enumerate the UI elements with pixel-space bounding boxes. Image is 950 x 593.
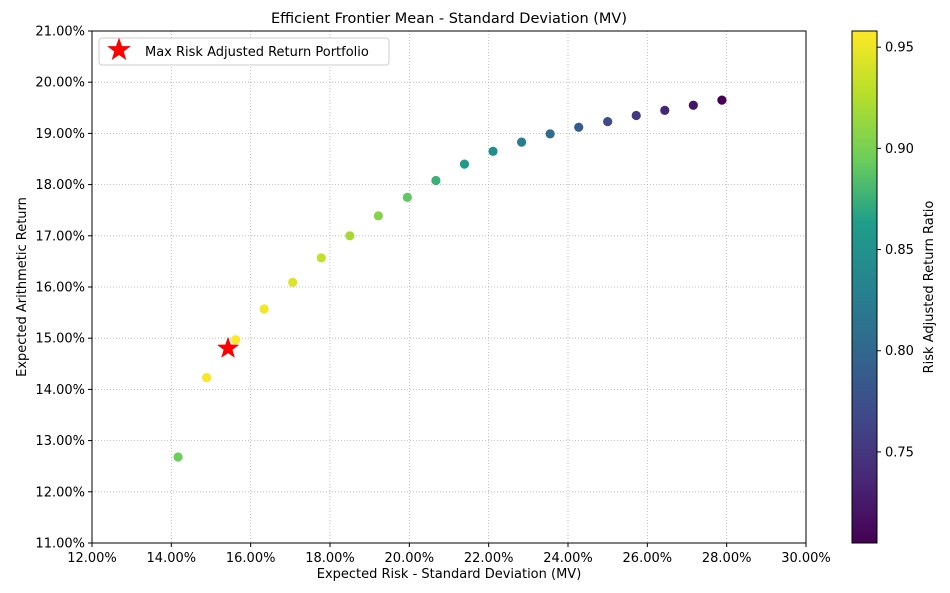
frontier-point: [545, 129, 555, 139]
frontier-point: [488, 146, 498, 156]
legend-star-marker: [107, 37, 131, 61]
frontier-point: [516, 137, 527, 147]
colorbar-tick-label: 0.85: [885, 243, 914, 258]
legend: Max Risk Adjusted Return Portfolio: [98, 37, 390, 66]
y-axis-ticks: 11.00% 12.00% 13.00% 14.00% 15.00% 16.00% 17.0…: [35, 25, 92, 552]
frontier-point: [259, 304, 269, 314]
x-tick-label: 16.00%: [226, 551, 276, 566]
frontier-point: [202, 373, 212, 383]
plot-frame: [91, 30, 807, 544]
frontier-point: [660, 105, 670, 115]
frontier-point: [345, 231, 355, 241]
frontier-point: [316, 253, 326, 263]
frontier-point: [402, 192, 412, 202]
frontier-point: [688, 100, 698, 110]
y-tick-label: 13.00%: [35, 434, 85, 449]
x-axis-ticks: 12.00% 14.00% 16.00% 18.00% 20.00% 22.00% 24.0…: [67, 543, 831, 566]
y-tick-label: 12.00%: [35, 485, 85, 500]
frontier-point: [173, 452, 183, 462]
frontier-point: [431, 175, 441, 186]
legend-box: [98, 37, 390, 66]
colorbar-tick-label: 0.95: [885, 41, 914, 56]
colorbar-label: Risk Adjusted Return Ratio: [922, 201, 937, 374]
colorbar: 0.75 0.80 0.85 0.90 0.95 Risk Adjusted Retur…: [851, 30, 937, 544]
frontier-points: [173, 95, 727, 462]
frontier-point: [459, 159, 470, 169]
x-tick-label: 22.00%: [464, 551, 514, 566]
x-tick-label: 30.00%: [781, 551, 831, 566]
x-tick-label: 20.00%: [385, 551, 435, 566]
colorbar-tick-label: 0.80: [885, 344, 914, 359]
y-tick-label: 18.00%: [35, 178, 85, 193]
legend-label: Max Risk Adjusted Return Portfolio: [145, 45, 369, 60]
x-axis-label: Expected Risk - Standard Deviation (MV): [317, 567, 582, 582]
chart-title: Efficient Frontier Mean - Standard Devia…: [271, 11, 627, 27]
x-tick-label: 14.00%: [147, 551, 197, 566]
colorbar-tick-label: 0.90: [885, 142, 914, 157]
y-tick-label: 20.00%: [35, 76, 85, 91]
x-tick-label: 24.00%: [543, 551, 593, 566]
frontier-point: [373, 211, 383, 221]
y-tick-label: 14.00%: [35, 383, 85, 398]
y-tick-label: 19.00%: [35, 127, 85, 142]
highlight-layer: [216, 336, 240, 358]
x-tick-label: 28.00%: [702, 551, 752, 566]
frontier-point: [603, 117, 613, 127]
y-axis-label: Expected Arithmetic Return: [15, 197, 30, 377]
colorbar-tick-label: 0.75: [885, 445, 914, 460]
colorbar-gradient: [851, 30, 878, 544]
frontier-point: [717, 95, 727, 105]
x-tick-label: 12.00%: [67, 551, 117, 566]
x-tick-label: 26.00%: [623, 551, 673, 566]
frontier-point: [574, 122, 584, 132]
colorbar-ticks: 0.75 0.80 0.85 0.90 0.95: [877, 41, 914, 460]
y-tick-label: 15.00%: [35, 332, 85, 347]
y-tick-label: 16.00%: [35, 281, 85, 296]
x-tick-label: 18.00%: [305, 551, 355, 566]
y-tick-label: 17.00%: [35, 229, 85, 244]
y-tick-label: 11.00%: [35, 537, 85, 552]
frontier-point: [230, 335, 241, 345]
max-risk-adjusted-star: [216, 336, 240, 358]
frontier-point: [288, 277, 298, 287]
frontier-point: [631, 110, 641, 121]
y-tick-label: 21.00%: [35, 25, 85, 40]
